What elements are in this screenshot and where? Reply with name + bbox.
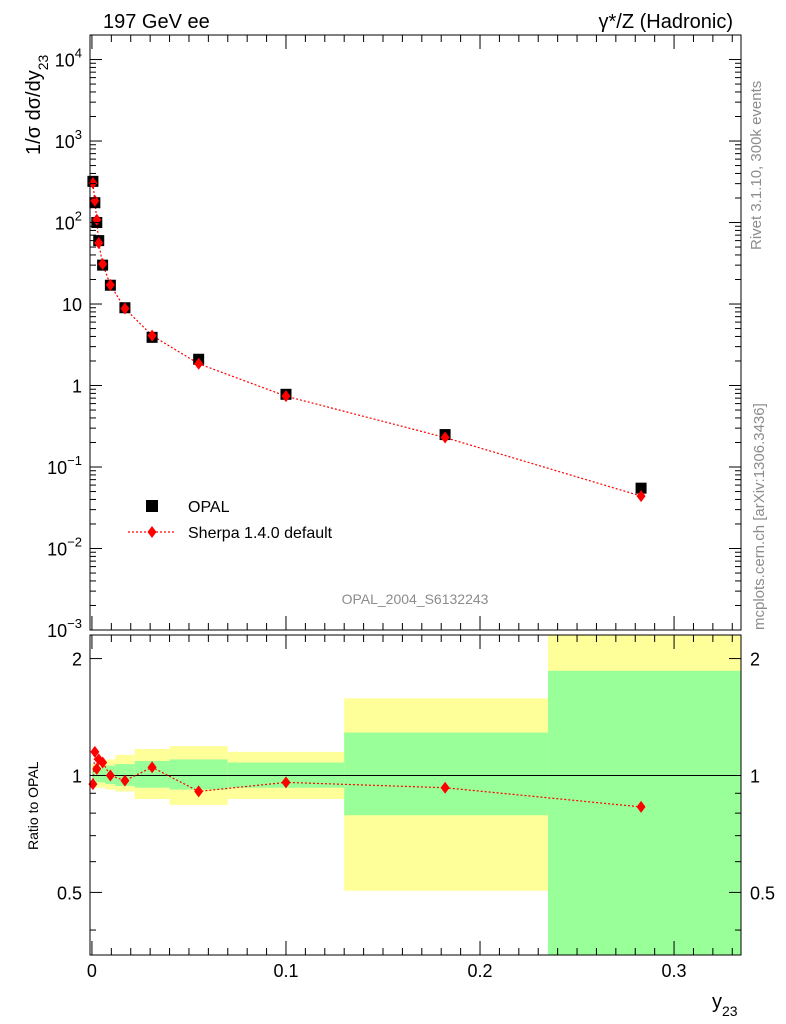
main-y-axis-label-sub: 23 — [35, 54, 51, 70]
ratio-stat-band — [344, 732, 548, 816]
main-y-tick-label: 1 — [72, 377, 82, 397]
ratio-data-layer — [88, 745, 646, 813]
main-y-axis-label: 1/σ dσ/dy23 — [23, 54, 51, 155]
main-y-tick-label: 10−1 — [47, 453, 82, 478]
ratio-sherpa-point — [147, 761, 157, 774]
sherpa-point — [105, 278, 115, 291]
ratio-x-tick-label: 0.3 — [662, 961, 687, 981]
sherpa-line — [92, 182, 642, 497]
sherpa-point — [147, 329, 157, 342]
rivet-label: Rivet 3.1.10, 300k events — [748, 81, 765, 250]
ratio-y-tick-label-right: 0.5 — [750, 883, 775, 903]
sherpa-point — [281, 390, 291, 403]
main-y-tick-label: 10 — [62, 295, 82, 315]
ratio-sherpa-point — [92, 762, 102, 775]
sherpa-point — [88, 177, 98, 190]
sherpa-point — [94, 237, 104, 250]
ratio-stat-band — [99, 767, 106, 783]
ratio-sherpa-point — [440, 781, 450, 794]
legend-opal-marker — [146, 500, 158, 512]
ratio-frame — [89, 634, 742, 956]
ratio-y-tick-label-left: 0.5 — [57, 883, 82, 903]
opal-point — [635, 482, 647, 494]
ratio-bands — [91, 635, 741, 955]
main-y-axis-label-main: 1/σ dσ/dy — [23, 70, 45, 155]
ratio-y-ticks: 0.5 0.5 1 1 2 2 — [57, 650, 775, 931]
ratio-panel: 0.5 0.5 1 1 2 2 0 0.1 0.2 0.3 — [57, 634, 775, 981]
ratio-sherpa-point — [120, 774, 130, 787]
ratio-x-tick-label: 0.2 — [468, 961, 493, 981]
main-y-tick-label-base: 10 — [47, 621, 67, 641]
sherpa-point — [194, 357, 204, 370]
x-axis-label-main: y — [712, 991, 722, 1013]
right-title: γ*/Z (Hadronic) — [599, 11, 733, 33]
ratio-stat-band — [169, 759, 228, 790]
main-x-ticks — [91, 35, 733, 630]
main-frame — [89, 34, 742, 631]
main-y-tick-label: 102 — [55, 209, 82, 234]
left-title: 197 GeV ee — [103, 11, 210, 33]
main-y-tick-label-exp: 4 — [75, 46, 82, 61]
ratio-y-axis-label: Ratio to OPAL — [25, 761, 41, 850]
legend-sherpa-label: Sherpa 1.4.0 default — [188, 525, 333, 542]
ratio-y-tick-label-right: 2 — [750, 650, 760, 670]
main-y-tick-label-base: 10 — [47, 540, 67, 560]
ratio-sherpa-point — [98, 756, 108, 769]
sherpa-point — [120, 302, 130, 315]
sherpa-point — [636, 490, 646, 503]
ratio-y-tick-label-left: 2 — [72, 650, 82, 670]
main-y-tick-label-base: 10 — [47, 458, 67, 478]
main-y-tick-label-exp: −2 — [67, 535, 82, 550]
ratio-y-tick-label-right: 1 — [750, 766, 760, 786]
main-data-layer — [87, 175, 647, 503]
main-y-tick-label: 104 — [55, 46, 82, 71]
analysis-id: OPAL_2004_S6132243 — [342, 591, 489, 607]
ratio-sherpa-point — [636, 800, 646, 813]
ratio-sherpa-point — [105, 769, 115, 782]
main-y-tick-label: 10−3 — [47, 616, 82, 641]
mcplots-label: mcplots.cern.ch [arXiv:1306.3436] — [751, 403, 768, 630]
main-y-tick-label-base: 10 — [55, 214, 75, 234]
ratio-stat-band — [547, 670, 741, 955]
main-y-tick-label-exp: −3 — [67, 616, 82, 631]
ratio-x-tick-label: 0.1 — [273, 961, 298, 981]
main-y-tick-label-base: 1 — [72, 377, 82, 397]
legend-sherpa-marker — [147, 526, 157, 538]
legend: OPAL Sherpa 1.4.0 default — [128, 499, 333, 542]
x-axis-label: y23 — [712, 991, 738, 1019]
ratio-x-tick-label: 0 — [87, 961, 97, 981]
x-axis-label-sub: 23 — [722, 1003, 738, 1019]
ratio-sherpa-point — [194, 785, 204, 798]
ratio-sherpa-point — [90, 745, 100, 758]
sherpa-point — [98, 257, 108, 270]
ratio-sherpa-point — [88, 778, 98, 791]
ratio-y-tick-label-left: 1 — [72, 766, 82, 786]
main-y-tick-label-base: 10 — [55, 51, 75, 71]
main-y-tick-label-exp: 2 — [75, 209, 82, 224]
main-y-tick-label: 10−2 — [47, 535, 82, 560]
sherpa-point — [440, 431, 450, 444]
ratio-x-ticks: 0 0.1 0.2 0.3 — [87, 635, 733, 981]
main-y-tick-label-exp: −1 — [67, 453, 82, 468]
main-y-tick-label-base: 10 — [62, 295, 82, 315]
main-y-tick-label: 103 — [55, 127, 82, 152]
legend-opal-label: OPAL — [188, 499, 230, 516]
ratio-sherpa-point — [281, 776, 291, 789]
main-y-tick-label-base: 10 — [55, 132, 75, 152]
main-y-tick-label-exp: 3 — [75, 127, 82, 142]
